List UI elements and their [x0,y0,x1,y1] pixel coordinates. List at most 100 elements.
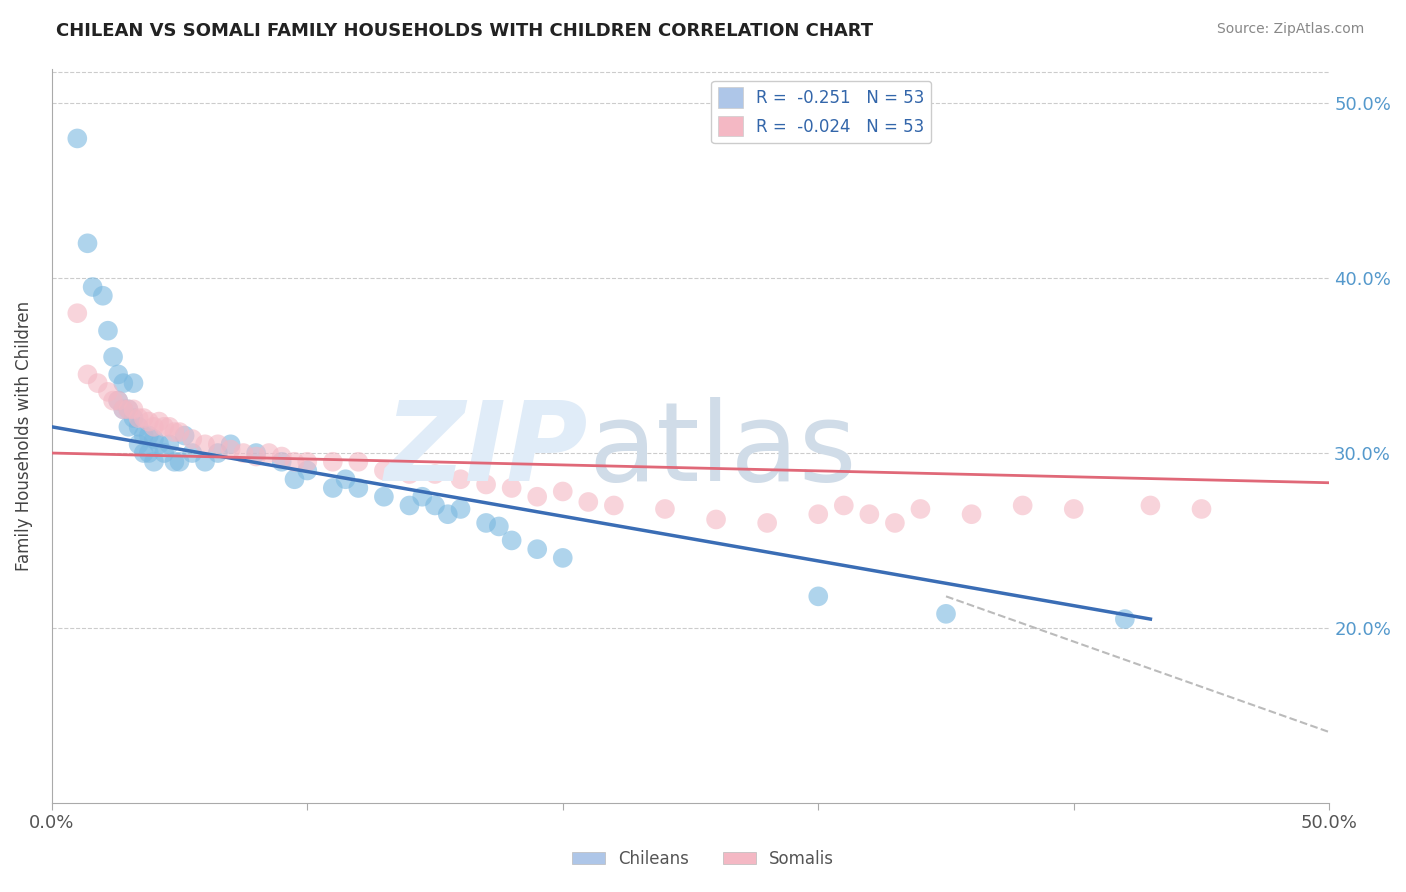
Point [107,393,129,408]
Point [181,446,204,460]
Point [148,437,170,451]
Point [423,467,446,481]
Point [194,455,217,469]
Y-axis label: Family Households with Children: Family Households with Children [15,301,32,571]
Point [245,446,267,460]
Point [148,415,170,429]
Point [283,455,305,469]
Point [138,428,160,442]
Point [107,393,129,408]
Point [163,425,186,439]
Point [173,428,195,442]
Point [297,463,319,477]
Point [1063,502,1085,516]
Legend: R =  -0.251   N = 53, R =  -0.024   N = 53: R = -0.251 N = 53, R = -0.024 N = 53 [711,80,931,143]
Text: CHILEAN VS SOMALI FAMILY HOUSEHOLDS WITH CHILDREN CORRELATION CHART: CHILEAN VS SOMALI FAMILY HOUSEHOLDS WITH… [56,22,873,40]
Point [756,516,779,530]
Point [142,419,165,434]
Point [76,368,98,382]
Point [297,455,319,469]
Point [181,432,204,446]
Point [347,481,370,495]
Point [128,419,150,434]
Point [101,393,124,408]
Point [935,607,957,621]
Point [157,419,180,434]
Point [128,411,150,425]
Point [87,376,110,391]
Point [122,411,145,425]
Point [232,446,254,460]
Point [66,131,89,145]
Point [122,402,145,417]
Point [257,446,280,460]
Point [1139,499,1161,513]
Text: ZIP: ZIP [385,397,588,504]
Text: atlas: atlas [588,397,856,504]
Point [112,402,135,417]
Point [138,446,160,460]
Point [132,411,155,425]
Point [858,507,880,521]
Point [153,446,176,460]
Point [270,455,292,469]
Point [603,499,626,513]
Point [245,450,267,464]
Point [76,236,98,251]
Point [153,419,176,434]
Point [219,437,242,451]
Point [132,428,155,442]
Point [117,402,139,417]
Point [960,507,983,521]
Point [488,519,510,533]
Point [270,450,292,464]
Point [335,472,357,486]
Point [112,376,135,391]
Legend: Chileans, Somalis: Chileans, Somalis [565,844,841,875]
Point [551,484,574,499]
Point [576,495,599,509]
Point [283,472,305,486]
Point [526,490,548,504]
Point [322,481,344,495]
Point [450,502,472,516]
Point [101,350,124,364]
Point [82,280,104,294]
Point [475,516,498,530]
Text: Source: ZipAtlas.com: Source: ZipAtlas.com [1216,22,1364,37]
Point [832,499,855,513]
Point [526,542,548,557]
Point [373,490,395,504]
Point [501,533,523,548]
Point [169,455,191,469]
Point [219,442,242,457]
Point [322,455,344,469]
Point [398,467,420,481]
Point [704,512,727,526]
Point [128,437,150,451]
Point [807,507,830,521]
Point [157,437,180,451]
Point [373,463,395,477]
Point [207,437,229,451]
Point [398,499,420,513]
Point [807,590,830,604]
Point [411,490,433,504]
Point [91,289,114,303]
Point [66,306,89,320]
Point [501,481,523,495]
Point [1011,499,1033,513]
Point [117,402,139,417]
Point [194,437,217,451]
Point [436,507,458,521]
Point [551,550,574,565]
Point [107,368,129,382]
Point [97,384,120,399]
Point [163,455,186,469]
Point [142,432,165,446]
Point [883,516,905,530]
Point [142,455,165,469]
Point [475,477,498,491]
Point [654,502,676,516]
Point [423,499,446,513]
